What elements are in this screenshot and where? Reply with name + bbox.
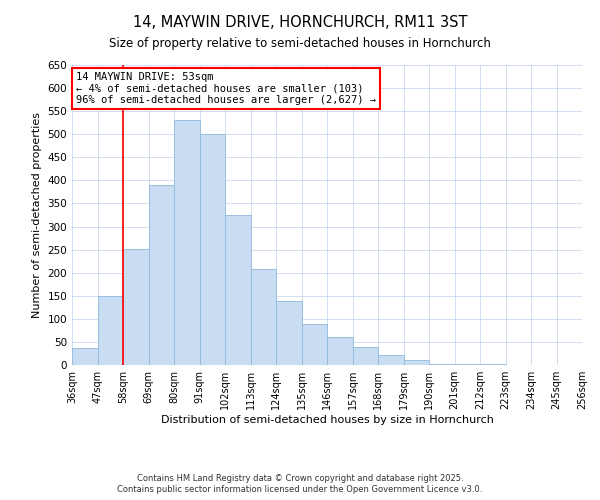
Bar bbox=[429, 364, 455, 365]
Text: 14, MAYWIN DRIVE, HORNCHURCH, RM11 3ST: 14, MAYWIN DRIVE, HORNCHURCH, RM11 3ST bbox=[133, 15, 467, 30]
Bar bbox=[302, 324, 327, 365]
Bar bbox=[149, 185, 174, 365]
Bar bbox=[174, 120, 199, 365]
Bar bbox=[225, 215, 251, 365]
X-axis label: Distribution of semi-detached houses by size in Hornchurch: Distribution of semi-detached houses by … bbox=[161, 415, 493, 425]
Bar bbox=[276, 302, 302, 365]
Bar bbox=[455, 364, 480, 365]
Y-axis label: Number of semi-detached properties: Number of semi-detached properties bbox=[32, 112, 42, 318]
Bar bbox=[97, 296, 123, 365]
Text: 14 MAYWIN DRIVE: 53sqm
← 4% of semi-detached houses are smaller (103)
96% of sem: 14 MAYWIN DRIVE: 53sqm ← 4% of semi-deta… bbox=[76, 72, 376, 105]
Bar bbox=[251, 270, 276, 365]
Bar bbox=[404, 360, 429, 365]
Bar bbox=[327, 338, 353, 365]
Bar bbox=[353, 347, 378, 365]
Text: Size of property relative to semi-detached houses in Hornchurch: Size of property relative to semi-detach… bbox=[109, 38, 491, 51]
Bar bbox=[72, 348, 97, 365]
Bar bbox=[378, 356, 404, 365]
Text: Contains HM Land Registry data © Crown copyright and database right 2025.
Contai: Contains HM Land Registry data © Crown c… bbox=[118, 474, 482, 494]
Bar bbox=[480, 364, 505, 365]
Bar bbox=[199, 134, 225, 365]
Bar bbox=[123, 248, 149, 365]
